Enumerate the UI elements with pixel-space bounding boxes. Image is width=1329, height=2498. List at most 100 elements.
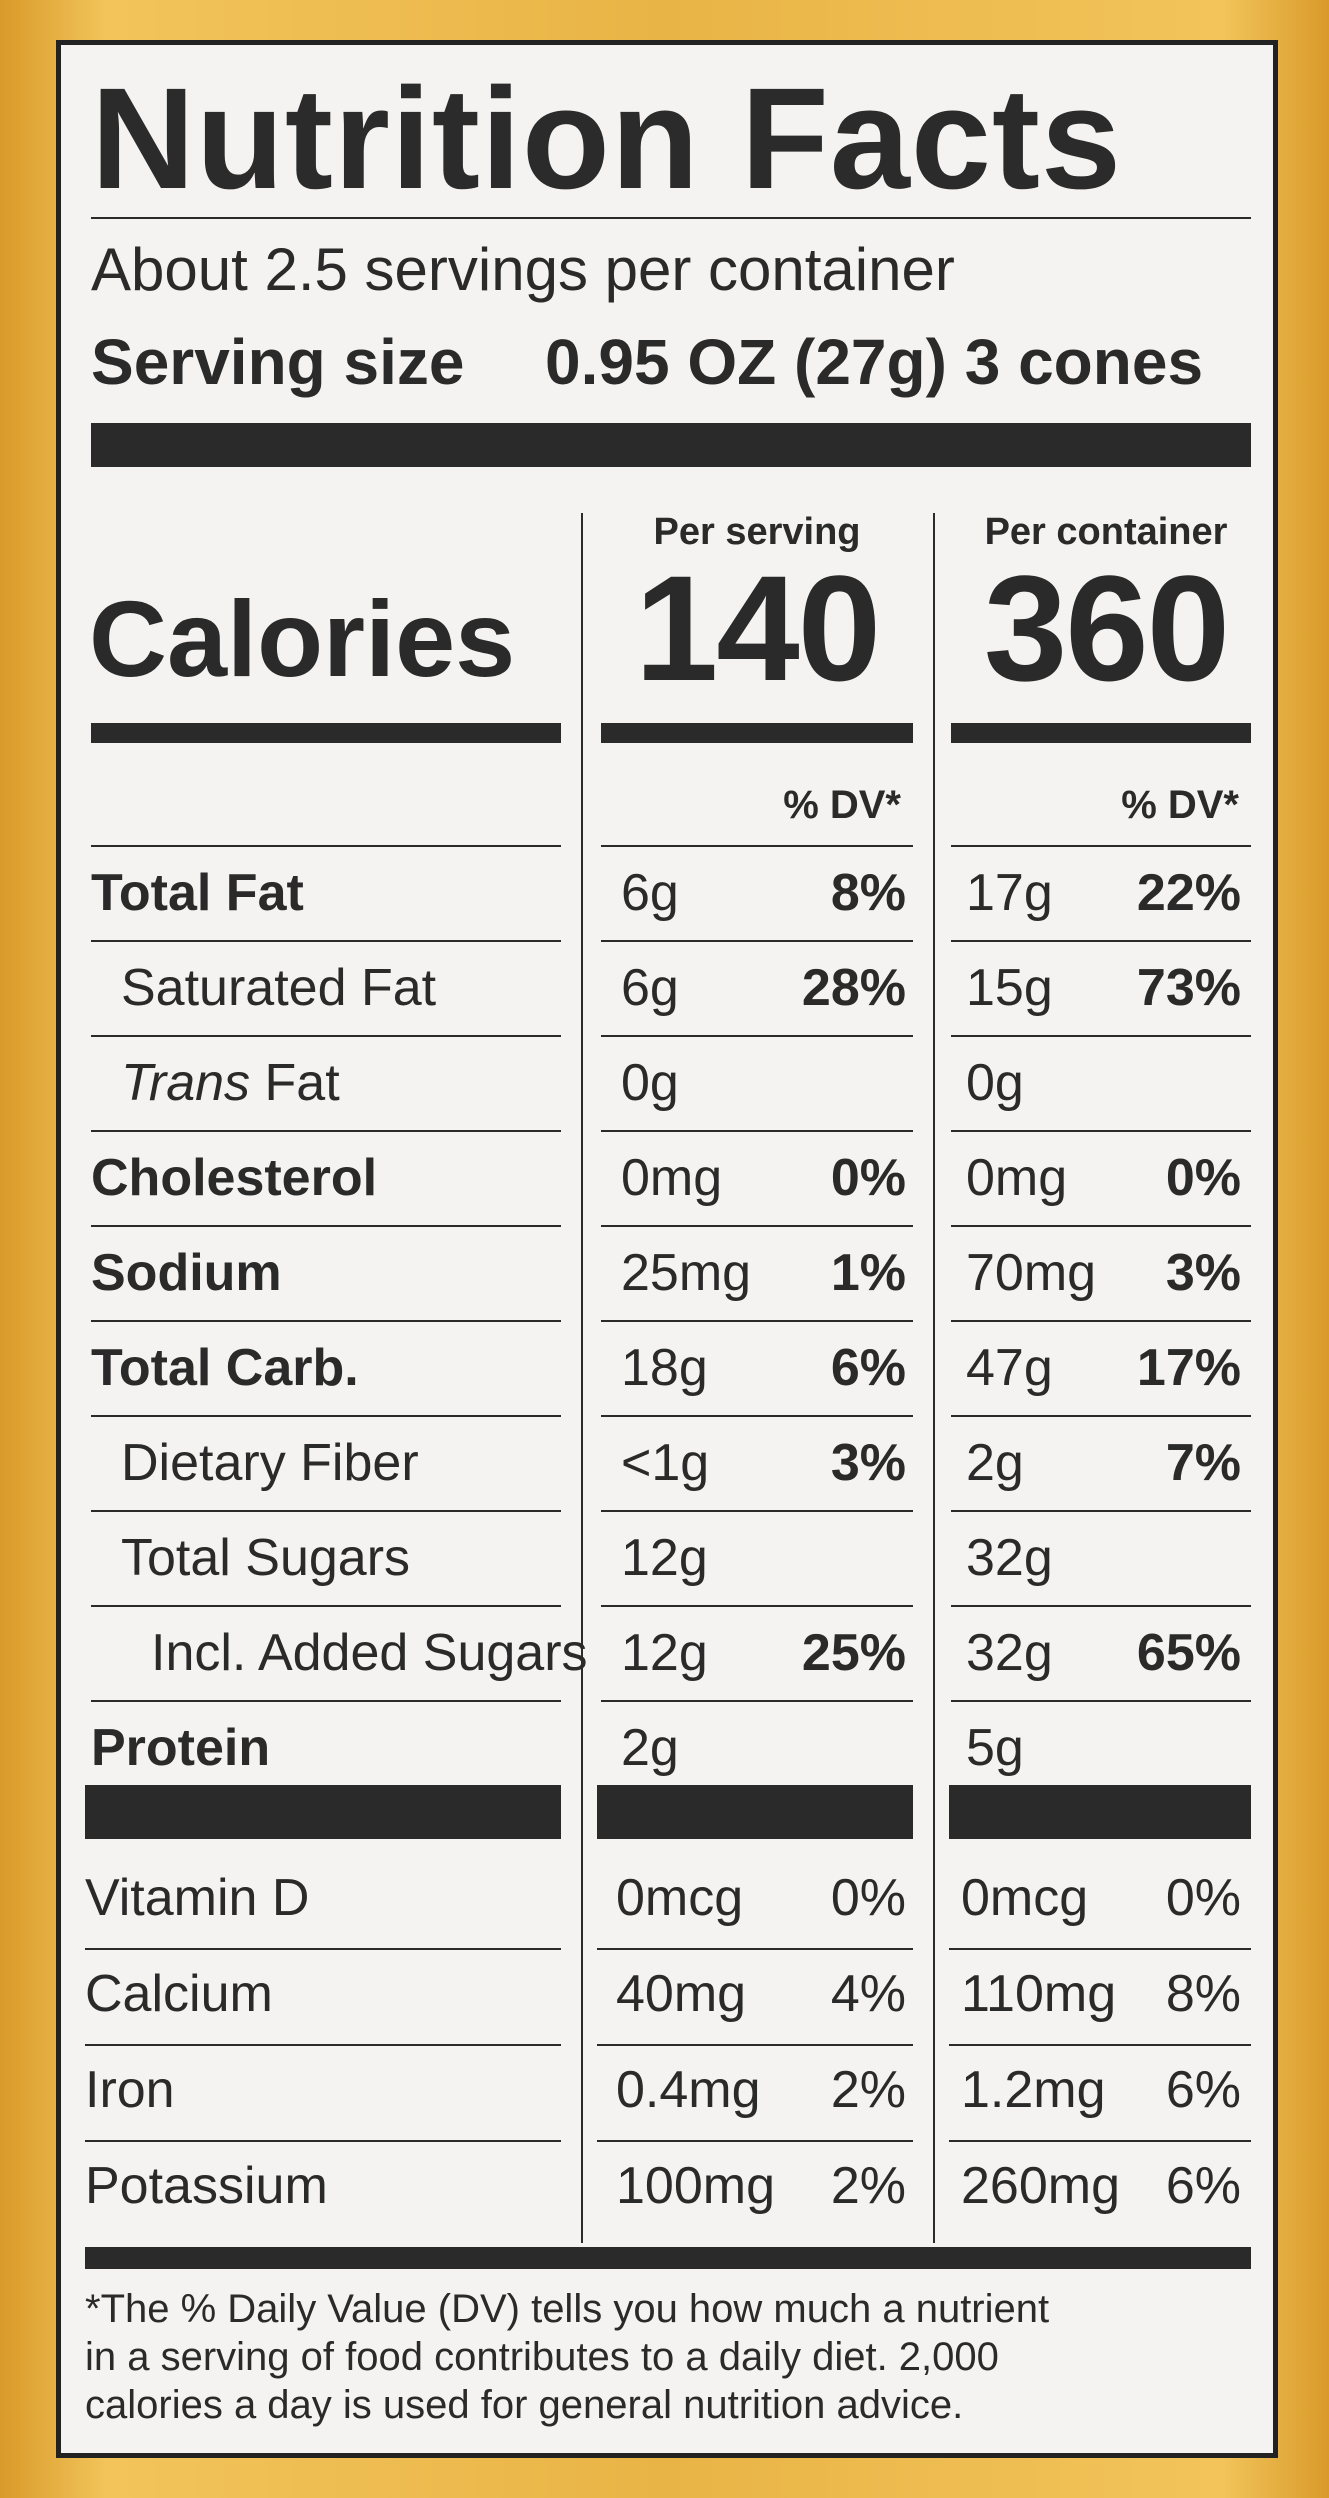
container-amount: 0mg — [966, 1149, 1068, 1207]
row-divider — [597, 2044, 913, 2046]
nutrient-label-text: Saturated Fat — [121, 959, 437, 1017]
row-divider — [951, 845, 1251, 847]
row-divider — [951, 1320, 1251, 1322]
row-divider — [601, 1510, 913, 1512]
serving-dv: 4% — [830, 1965, 906, 2023]
container-amount: 260mg — [961, 2157, 1120, 2215]
row-divider — [601, 1320, 913, 1322]
row-divider — [601, 940, 913, 942]
row-divider — [91, 1225, 561, 1227]
thick-divider — [85, 1785, 561, 1839]
container-amount: 110mg — [961, 1965, 1117, 2023]
nutrient-label-text: Total Sugars — [121, 1529, 411, 1587]
nutrient-label: Incl. Added Sugars — [151, 1627, 588, 1679]
dv-header-container: % DV* — [1121, 783, 1239, 827]
row-divider — [601, 1700, 913, 1702]
serving-amount: 18g — [621, 1339, 708, 1397]
container-amount: 5g — [966, 1719, 1024, 1777]
thick-divider — [91, 423, 1251, 467]
row-divider — [85, 2044, 561, 2046]
row-divider — [951, 1225, 1251, 1227]
micronutrient-label: Calcium — [85, 1965, 273, 2023]
per-container-header: Per container — [984, 511, 1228, 553]
row-divider — [91, 1700, 561, 1702]
row-divider — [949, 2140, 1251, 2142]
nutrient-label-italic: Trans — [121, 1054, 251, 1112]
row-divider — [601, 1605, 913, 1607]
divider — [91, 217, 1251, 219]
nutrient-label-text: Incl. Added Sugars — [151, 1624, 588, 1682]
container-dv: 3% — [1165, 1244, 1241, 1302]
nutrient-label: Saturated Fat — [121, 962, 436, 1014]
row-divider — [949, 2044, 1251, 2046]
row-divider — [91, 845, 561, 847]
container-amount: 32g — [966, 1624, 1053, 1682]
row-divider — [951, 1130, 1251, 1132]
serving-amount: 25mg — [621, 1244, 752, 1302]
container-dv: 73% — [1136, 959, 1241, 1017]
panel-title: Nutrition Facts — [91, 58, 1123, 219]
nutrient-label: Total Fat — [91, 867, 304, 919]
container-amount: 70mg — [966, 1244, 1097, 1302]
nutrient-label: Sodium — [91, 1247, 282, 1299]
calories-per-container: 360 — [983, 544, 1230, 712]
row-divider — [91, 1605, 561, 1607]
serving-dv: 6% — [830, 1339, 906, 1397]
container-amount: 2g — [966, 1434, 1024, 1492]
nutrient-label-text: Cholesterol — [91, 1149, 378, 1207]
thick-divider — [85, 2247, 1251, 2269]
nutrient-label: Protein — [91, 1722, 270, 1774]
serving-dv: 28% — [801, 959, 906, 1017]
serving-dv: 2% — [830, 2061, 906, 2119]
serving-dv: 0% — [830, 1869, 906, 1927]
serving-dv: 2% — [830, 2157, 906, 2215]
row-divider — [597, 1948, 913, 1950]
serving-dv: 8% — [830, 864, 906, 922]
container-amount: 32g — [966, 1529, 1053, 1587]
serving-amount: 0mg — [621, 1149, 723, 1207]
serving-amount: 12g — [621, 1529, 708, 1587]
row-divider — [951, 1700, 1251, 1702]
row-divider — [601, 1130, 913, 1132]
nutrient-label-text: Fat — [250, 1054, 340, 1112]
serving-amount: 0.4mg — [616, 2061, 761, 2119]
nutrient-label-text: Sodium — [91, 1244, 282, 1302]
row-divider — [601, 1415, 913, 1417]
serving-dv: 25% — [801, 1624, 906, 1682]
per-serving-header: Per serving — [653, 511, 861, 553]
nutrient-label: Dietary Fiber — [121, 1437, 419, 1489]
container-dv: 6% — [1165, 2061, 1241, 2119]
container-amount: 15g — [966, 959, 1053, 1017]
row-divider — [601, 845, 913, 847]
nutrient-label: Trans Fat — [121, 1057, 340, 1109]
serving-amount: 6g — [621, 864, 679, 922]
micronutrient-label: Iron — [85, 2061, 175, 2119]
row-divider — [91, 1415, 561, 1417]
serving-amount: 100mg — [616, 2157, 775, 2215]
serving-size-value: 0.95 OZ (27g) 3 cones — [545, 326, 1204, 398]
container-dv: 7% — [1165, 1434, 1241, 1492]
container-dv: 65% — [1136, 1624, 1241, 1682]
row-divider — [951, 1510, 1251, 1512]
calories-label: Calories — [89, 578, 516, 699]
nutrient-label-text: Total Fat — [91, 864, 304, 922]
container-amount: 47g — [966, 1339, 1053, 1397]
servings-per-container: About 2.5 servings per container — [91, 236, 955, 303]
row-divider — [949, 1948, 1251, 1950]
row-divider — [951, 1415, 1251, 1417]
row-divider — [91, 1035, 561, 1037]
container-amount: 0g — [966, 1054, 1024, 1112]
nutrient-label: Total Carb. — [91, 1342, 359, 1394]
column-divider — [581, 513, 583, 2243]
thick-divider — [91, 723, 561, 743]
serving-amount: 12g — [621, 1624, 708, 1682]
container-dv: 17% — [1136, 1339, 1241, 1397]
serving-amount: 0mcg — [616, 1869, 744, 1927]
footnote: *The % Daily Value (DV) tells you how mu… — [85, 2287, 1050, 2427]
thick-divider — [949, 1785, 1251, 1839]
micronutrient-label: Vitamin D — [85, 1869, 310, 1927]
serving-amount: 6g — [621, 959, 679, 1017]
row-divider — [91, 1510, 561, 1512]
row-divider — [597, 2140, 913, 2142]
row-divider — [91, 1320, 561, 1322]
